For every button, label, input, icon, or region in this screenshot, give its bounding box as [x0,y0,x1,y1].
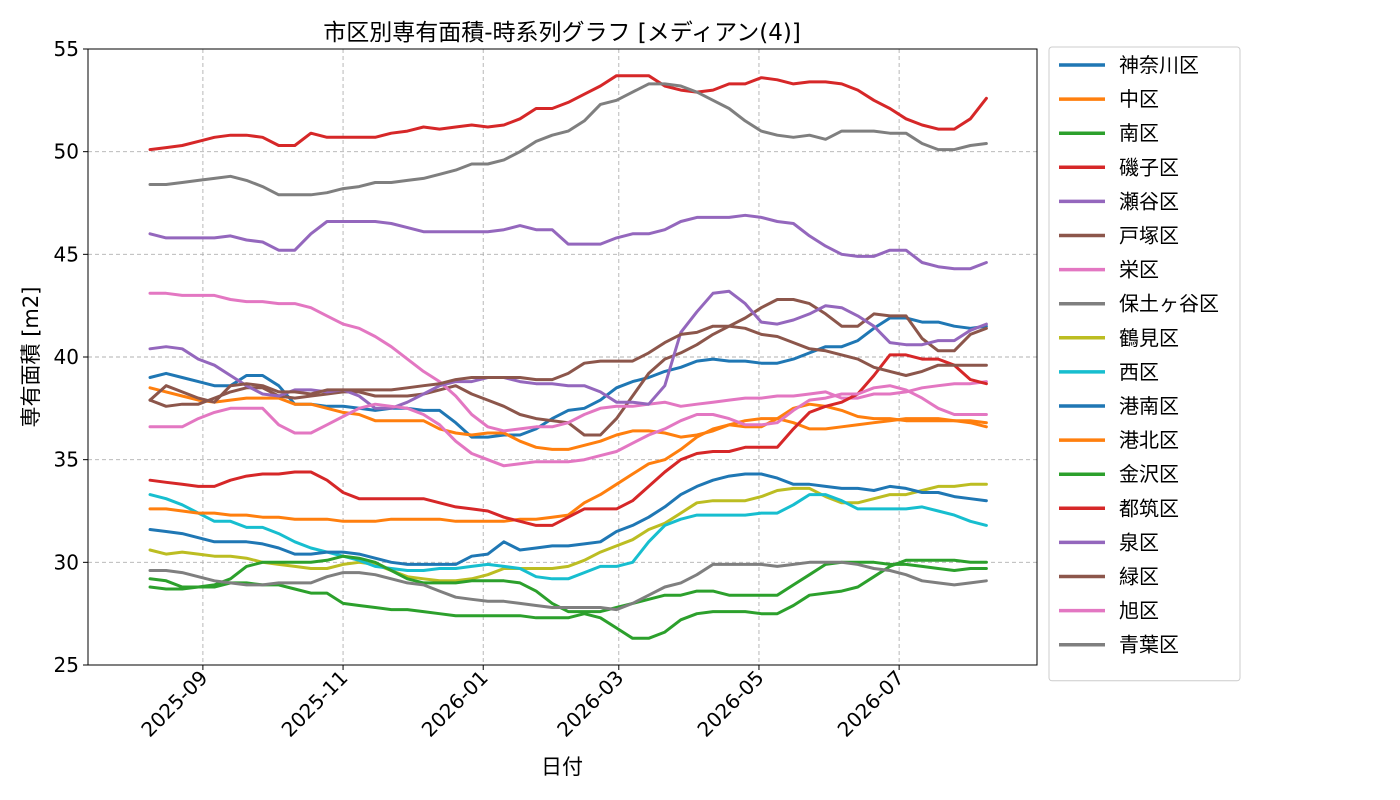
y-tick-label: 55 [54,37,79,61]
legend-label: 南区 [1119,121,1159,145]
grid-lines [88,48,1037,666]
y-axis-title: 専有面積 [m2] [19,287,43,428]
legend-frame [1048,46,1241,682]
legend-label: 保土ヶ谷区 [1119,292,1219,316]
legend: 神奈川区中区南区磯子区瀬谷区戸塚区栄区保土ヶ谷区鶴見区西区港南区港北区金沢区都筑… [1048,46,1241,682]
series-line-14 [148,353,988,527]
legend-label: 磯子区 [1119,155,1179,179]
legend-label: 港南区 [1119,394,1179,418]
legend-label: 瀬谷区 [1119,189,1179,213]
legend-label: 戸塚区 [1119,224,1179,248]
legend-label: 泉区 [1119,530,1159,554]
plot-series [148,74,988,640]
legend-label: 鶴見区 [1119,326,1179,350]
series-line-12 [148,402,988,523]
series-line-16 [148,324,988,404]
legend-label: 緑区 [1119,565,1159,589]
legend-label: 港北区 [1119,428,1179,452]
series-line-17 [148,384,988,468]
series-line-10 [148,493,988,581]
y-tick-label: 25 [54,653,79,677]
series-line-2 [148,386,988,451]
series-line-8 [148,82,988,197]
legend-label: 金沢区 [1119,462,1179,486]
y-tick-label: 45 [54,242,79,266]
chart-title: 市区別専有面積-時系列グラフ [メディアン(4)] [323,20,801,46]
y-tick-label: 30 [54,550,79,574]
legend-label: 旭区 [1119,599,1159,623]
legend-label: 都筑区 [1119,496,1179,520]
legend-label: 栄区 [1119,258,1159,282]
y-tick-label: 50 [54,140,79,164]
y-tick-label: 35 [54,448,79,472]
series-line-18 [148,560,988,612]
series-line-4 [148,74,988,152]
x-axis-title: 日付 [541,755,583,779]
legend-label: 西区 [1119,360,1159,384]
legend-label: 神奈川区 [1119,53,1199,77]
series-line-11 [148,472,988,566]
legend-label: 青葉区 [1119,633,1179,657]
legend-label: 中区 [1119,87,1159,111]
y-tick-label: 40 [54,345,79,369]
series-line-3 [148,558,988,640]
series-line-5 [148,213,988,271]
